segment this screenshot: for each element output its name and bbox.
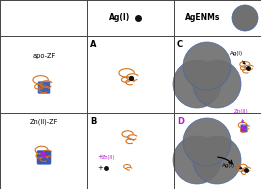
Text: Zn(II)-ZF: Zn(II)-ZF xyxy=(30,119,58,125)
Circle shape xyxy=(193,60,241,108)
Text: Ag(I): Ag(I) xyxy=(222,163,242,169)
Circle shape xyxy=(183,118,231,166)
FancyBboxPatch shape xyxy=(38,81,50,94)
Text: Ag(I): Ag(I) xyxy=(109,13,130,22)
Text: B: B xyxy=(90,117,96,126)
Text: Zn(II): Zn(II) xyxy=(102,154,115,160)
Text: +: + xyxy=(97,165,103,171)
Circle shape xyxy=(173,136,221,184)
Text: A: A xyxy=(90,40,97,49)
Text: +: + xyxy=(97,154,103,160)
FancyBboxPatch shape xyxy=(241,125,247,132)
Text: Zn(II): Zn(II) xyxy=(234,109,249,123)
Text: D: D xyxy=(177,117,184,126)
Text: C: C xyxy=(177,40,183,49)
Circle shape xyxy=(173,60,221,108)
Text: apo-ZF: apo-ZF xyxy=(32,53,56,59)
Text: AgENMs: AgENMs xyxy=(185,13,220,22)
Text: Ag(I): Ag(I) xyxy=(230,51,245,64)
Circle shape xyxy=(232,5,258,31)
Circle shape xyxy=(183,42,231,90)
Circle shape xyxy=(193,136,241,184)
FancyBboxPatch shape xyxy=(37,150,51,164)
